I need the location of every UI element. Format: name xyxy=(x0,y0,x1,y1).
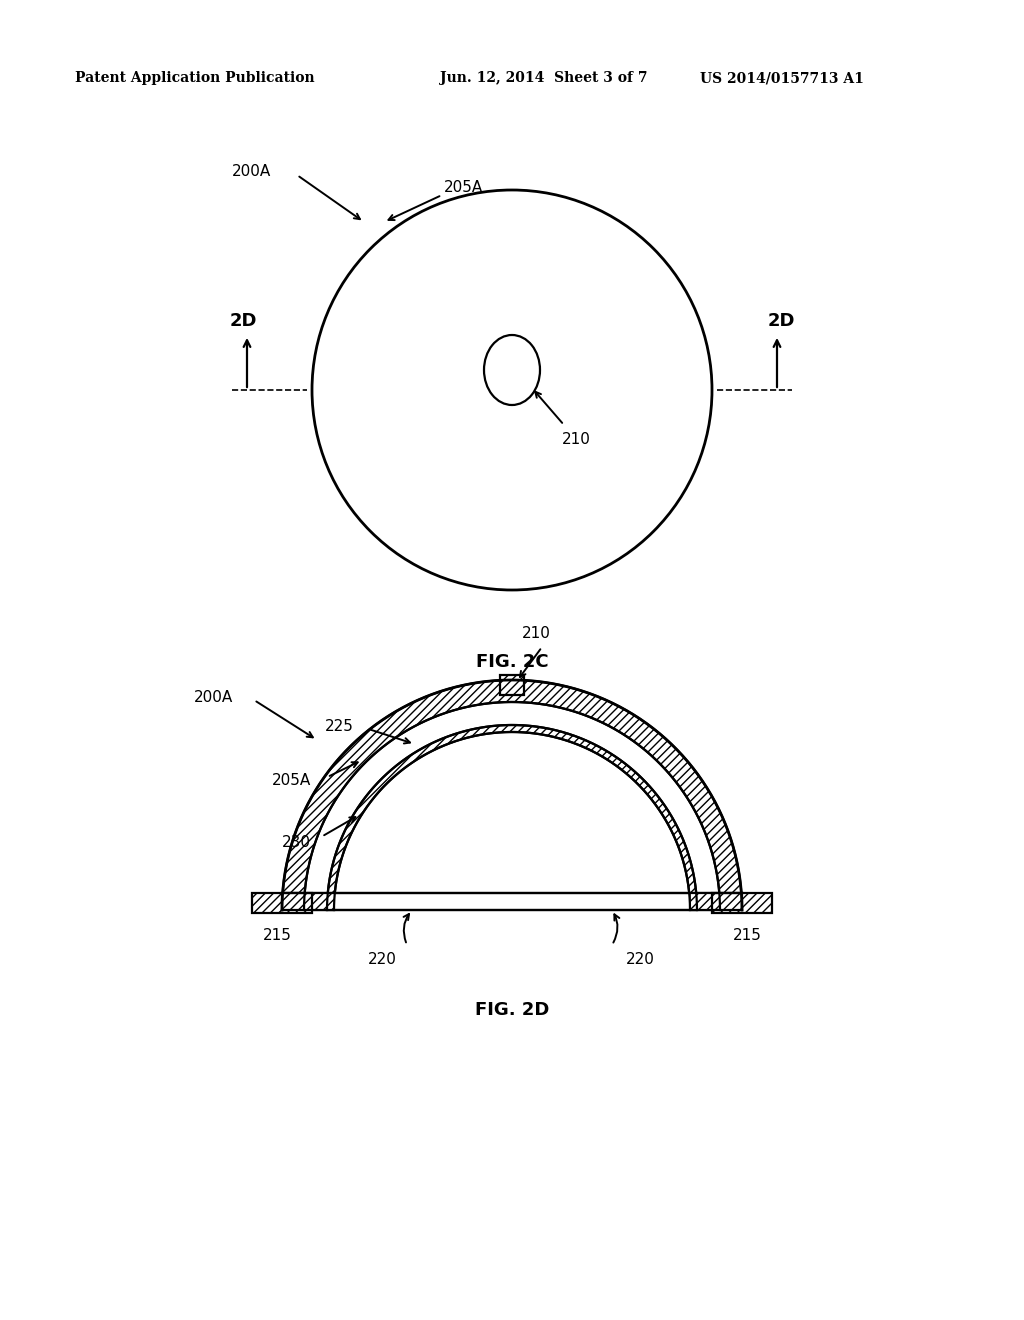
Text: 205A: 205A xyxy=(444,181,483,195)
Text: FIG. 2C: FIG. 2C xyxy=(476,653,548,671)
Text: 205A: 205A xyxy=(272,772,311,788)
Text: 210: 210 xyxy=(562,432,591,446)
Text: 230: 230 xyxy=(282,836,310,850)
Text: US 2014/0157713 A1: US 2014/0157713 A1 xyxy=(700,71,864,84)
Text: 220: 220 xyxy=(368,953,396,968)
Polygon shape xyxy=(712,894,772,913)
Text: 200A: 200A xyxy=(232,165,271,180)
Text: 2D: 2D xyxy=(767,312,795,330)
Text: 2D: 2D xyxy=(229,312,257,330)
Text: 225: 225 xyxy=(325,718,353,734)
Text: 215: 215 xyxy=(262,928,292,942)
Text: Patent Application Publication: Patent Application Publication xyxy=(75,71,314,84)
Polygon shape xyxy=(690,894,742,909)
Text: Jun. 12, 2014  Sheet 3 of 7: Jun. 12, 2014 Sheet 3 of 7 xyxy=(440,71,647,84)
Polygon shape xyxy=(327,725,697,909)
Text: 220: 220 xyxy=(626,953,654,968)
Text: 200A: 200A xyxy=(194,690,233,705)
Polygon shape xyxy=(252,894,312,913)
Text: 210: 210 xyxy=(522,626,551,640)
Text: FIG. 2D: FIG. 2D xyxy=(475,1001,549,1019)
Polygon shape xyxy=(500,675,524,696)
Text: 215: 215 xyxy=(732,928,762,942)
Polygon shape xyxy=(282,894,334,909)
Polygon shape xyxy=(282,680,742,909)
FancyBboxPatch shape xyxy=(282,894,742,909)
